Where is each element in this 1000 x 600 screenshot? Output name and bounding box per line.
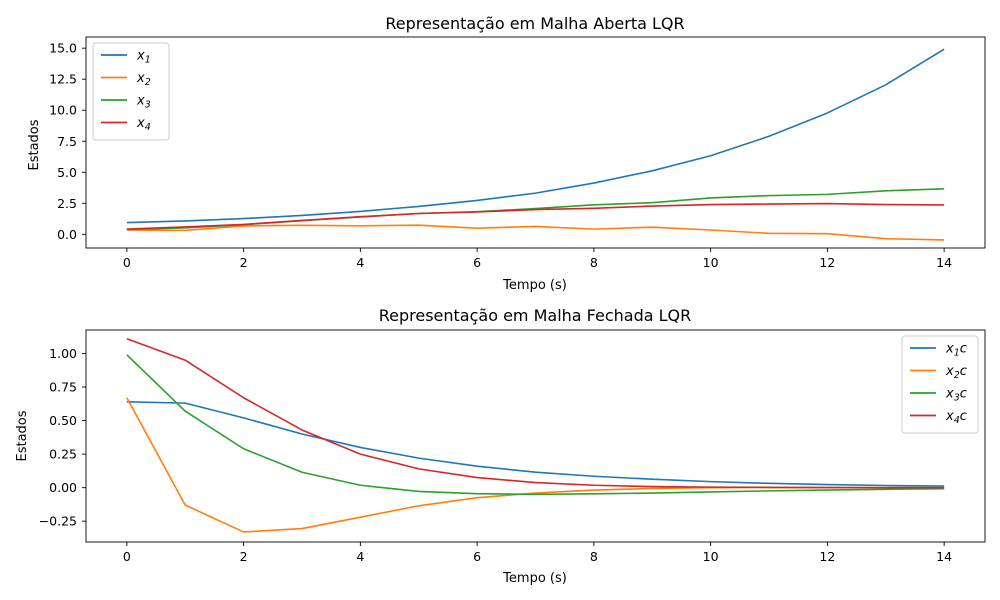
- series-line-x4: [126, 202, 945, 230]
- y-tick-label: 1.00: [49, 346, 77, 361]
- y-tick-label: 15.0: [49, 41, 77, 56]
- x-tick-label: 0: [123, 549, 131, 564]
- y-axis-label: Estados: [15, 410, 30, 461]
- x-tick-label: 2: [240, 255, 248, 270]
- x-tick-label: 4: [356, 255, 364, 270]
- y-tick-label: 2.5: [57, 196, 77, 211]
- y-axis-label: Estados: [27, 119, 42, 170]
- x-tick-label: 6: [473, 255, 481, 270]
- y-tick-label: 12.5: [49, 72, 77, 87]
- legend-box: [901, 335, 979, 434]
- series-line-x3c: [126, 354, 945, 496]
- x-tick-label: 6: [473, 549, 481, 564]
- legend-label-x4: x4: [136, 116, 151, 133]
- y-tick-label: 0.00: [49, 480, 77, 495]
- legend-label-x1c: x1c: [945, 342, 967, 359]
- series-line-x1c: [126, 400, 945, 487]
- legend-label-x2c: x2c: [945, 364, 967, 381]
- y-tick-label: 7.5: [57, 134, 77, 149]
- chart-title: Representação em Malha Fechada LQR: [379, 306, 692, 325]
- x-tick-label: 0: [123, 255, 131, 270]
- y-tick-label: 0.75: [49, 380, 77, 395]
- legend-label-x4c: x4c: [945, 409, 967, 426]
- series-line-x2: [126, 224, 945, 241]
- series-line-x2c: [126, 397, 945, 533]
- legend-label-x3: x3: [136, 94, 151, 111]
- x-tick-label: 10: [703, 549, 719, 564]
- x-tick-label: 12: [819, 549, 835, 564]
- legend-label-x2: x2: [136, 71, 151, 88]
- x-tick-label: 8: [590, 549, 598, 564]
- y-tick-label: 10.0: [49, 103, 77, 118]
- legend: x1 x2 x3 x4: [92, 42, 170, 141]
- x-tick-label: 10: [703, 255, 719, 270]
- x-tick-label: 2: [240, 549, 248, 564]
- y-tick-label: 0.0: [57, 227, 77, 242]
- legend-label-x1: x1: [136, 49, 151, 66]
- plot-frame: [85, 329, 986, 543]
- plot-frame: [85, 36, 986, 249]
- y-tick-label: 0.50: [49, 413, 77, 428]
- x-axis-label: Tempo (s): [502, 571, 567, 586]
- chart-open-loop: Representação em Malha Aberta LQR 0 2 4 6 8 1…: [27, 14, 986, 293]
- x-tick-label: 14: [936, 255, 952, 270]
- y-tick-label: 0.25: [49, 447, 77, 462]
- legend-box: [92, 42, 170, 141]
- legend-label-x3c: x3c: [945, 387, 967, 404]
- y-tick-label: −0.25: [39, 514, 77, 529]
- series-line-x1: [126, 48, 945, 224]
- x-axis-label: Tempo (s): [502, 278, 567, 293]
- x-tick-label: 8: [590, 255, 598, 270]
- chart-title: Representação em Malha Aberta LQR: [385, 14, 684, 33]
- legend: x1c x2c x3c x4c: [901, 335, 979, 434]
- chart-closed-loop: Representação em Malha Fechada LQR 0 2 4 6 8…: [15, 306, 986, 586]
- y-tick-label: 5.0: [57, 165, 77, 180]
- x-tick-label: 14: [936, 549, 952, 564]
- x-tick-label: 4: [356, 549, 364, 564]
- series-line-x4c: [126, 337, 945, 489]
- x-tick-label: 12: [819, 255, 835, 270]
